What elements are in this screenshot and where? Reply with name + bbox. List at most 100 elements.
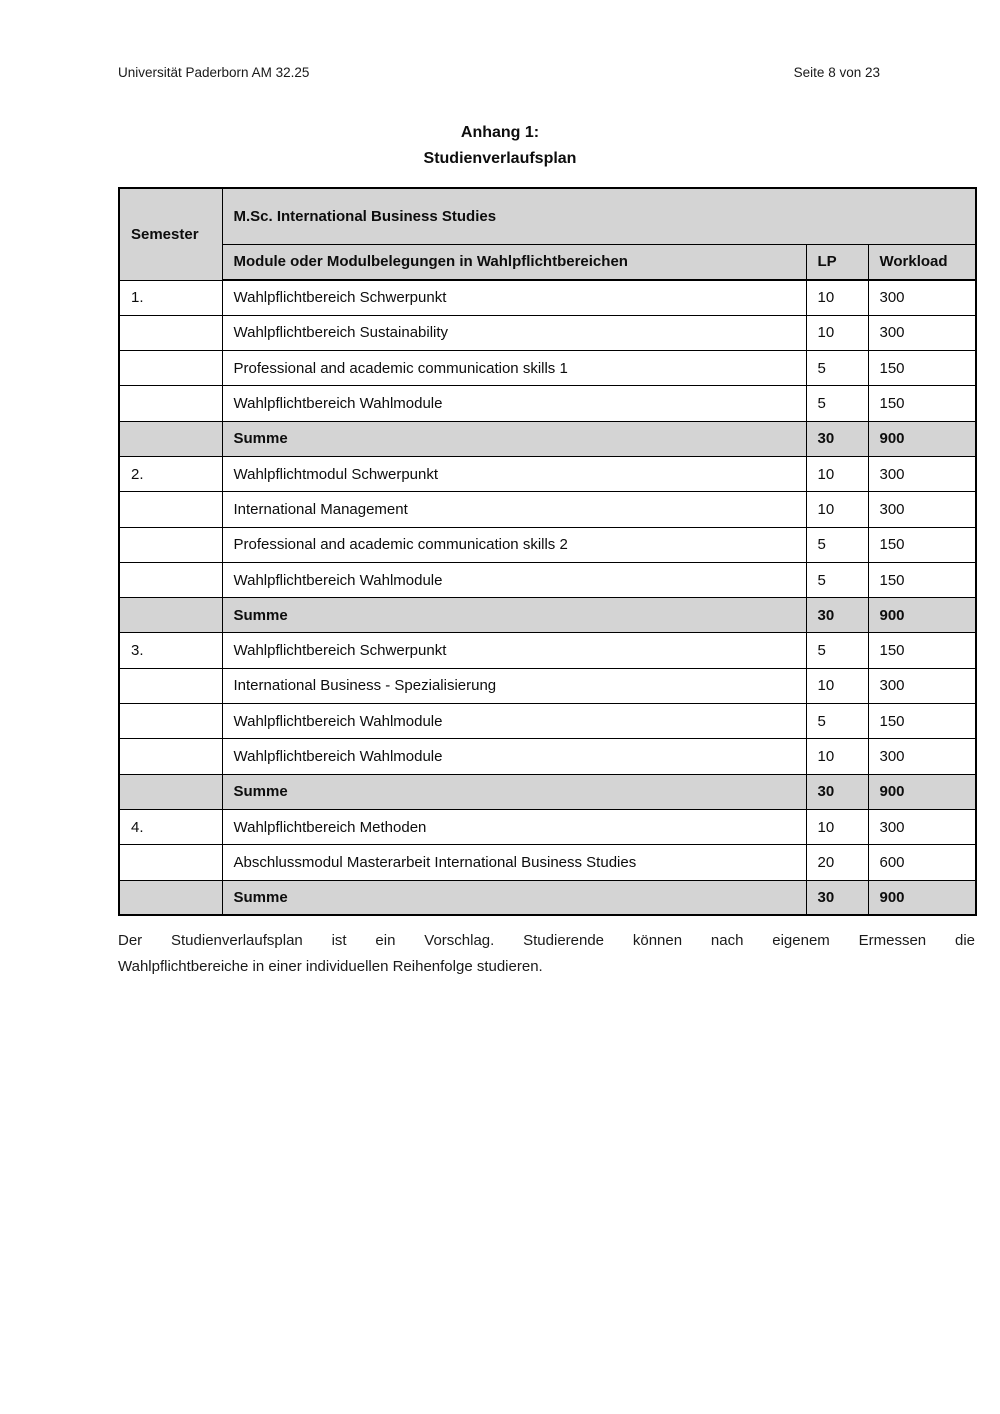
module-row: 4. Wahlpflichtbereich Methoden 10 300 <box>118 808 977 846</box>
lp-cell: 10 <box>805 314 869 352</box>
module-cell: Wahlpflichtbereich Sustainability <box>221 314 807 352</box>
footer-note-line-1: Der Studienverlaufsplan ist ein Vorschla… <box>118 932 975 949</box>
footer-note: Der Studienverlaufsplan ist ein Vorschla… <box>118 928 975 979</box>
semester-cell <box>118 385 223 422</box>
summe-row: Summe 30 900 <box>118 420 977 457</box>
module-cell: Wahlpflichtbereich Wahlmodule <box>221 703 807 740</box>
module-cell: Professional and academic communication … <box>221 526 807 563</box>
workload-cell: 300 <box>867 314 977 352</box>
module-cell: Wahlpflichtbereich Wahlmodule <box>221 561 807 599</box>
lp-cell: 30 <box>805 879 869 916</box>
summe-row: Summe 30 900 <box>118 773 977 810</box>
footer-note-line-2: Wahlpflichtbereiche in einer individuell… <box>118 957 543 975</box>
module-cell: Summe <box>221 773 807 810</box>
workload-cell: 300 <box>867 491 977 528</box>
lp-cell: 10 <box>805 738 869 775</box>
workload-cell: 300 <box>867 279 977 316</box>
module-row: Wahlpflichtbereich Sustainability 10 300 <box>118 314 977 352</box>
workload-cell: 150 <box>867 526 977 563</box>
semester-cell: 2. <box>118 455 223 493</box>
semester-cell <box>118 491 223 528</box>
workload-cell: 300 <box>867 808 977 846</box>
semester-cell <box>118 667 223 705</box>
workload-cell: 150 <box>867 561 977 599</box>
table-header: Semester M.Sc. International Business St… <box>118 187 977 281</box>
semester-cell <box>118 597 223 634</box>
module-cell: Wahlpflichtmodul Schwerpunkt <box>221 455 807 493</box>
page-header-left: Universität Paderborn AM 32.25 <box>118 65 310 80</box>
workload-cell: 300 <box>867 455 977 493</box>
workload-cell: 600 <box>867 844 977 881</box>
lp-cell: 10 <box>805 808 869 846</box>
semester-cell <box>118 738 223 775</box>
lp-cell: 5 <box>805 385 869 422</box>
page-header-right: Seite 8 von 23 <box>793 65 880 80</box>
module-cell: Wahlpflichtbereich Wahlmodule <box>221 738 807 775</box>
program-header: M.Sc. International Business Studies <box>221 187 977 245</box>
page-header: Universität Paderborn AM 32.25 Seite 8 v… <box>118 64 880 81</box>
lp-cell: 30 <box>805 597 869 634</box>
workload-cell: 900 <box>867 879 977 916</box>
semester-cell <box>118 561 223 599</box>
module-cell: Wahlpflichtbereich Schwerpunkt <box>221 279 807 316</box>
module-row: 1. Wahlpflichtbereich Schwerpunkt 10 300 <box>118 279 977 316</box>
workload-cell: 150 <box>867 385 977 422</box>
module-cell: Wahlpflichtbereich Schwerpunkt <box>221 632 807 669</box>
workload-cell: 900 <box>867 773 977 810</box>
workload-cell: 150 <box>867 632 977 669</box>
module-cell: Wahlpflichtbereich Wahlmodule <box>221 385 807 422</box>
lp-cell: 10 <box>805 667 869 705</box>
module-cell: Wahlpflichtbereich Methoden <box>221 808 807 846</box>
module-cell: Summe <box>221 879 807 916</box>
module-cell: International Management <box>221 491 807 528</box>
lp-cell: 5 <box>805 703 869 740</box>
title-line-2: Studienverlaufsplan <box>423 150 577 167</box>
lp-cell: 30 <box>805 773 869 810</box>
semester-cell <box>118 526 223 563</box>
summe-row: Summe 30 900 <box>118 597 977 634</box>
module-cell: Professional and academic communication … <box>221 350 807 387</box>
workload-cell: 900 <box>867 420 977 457</box>
title-line-1: Anhang 1: <box>460 124 540 141</box>
module-row: International Management 10 300 <box>118 491 977 528</box>
module-cell: Summe <box>221 420 807 457</box>
lp-cell: 20 <box>805 844 869 881</box>
module-column-header: Module oder Modulbelegungen in Wahlpflic… <box>221 243 807 281</box>
module-row: Professional and academic communication … <box>118 350 977 387</box>
module-row: International Business - Spezialisierung… <box>118 667 977 705</box>
module-row: Wahlpflichtbereich Wahlmodule 5 150 <box>118 385 977 422</box>
semester-cell <box>118 773 223 810</box>
module-cell: International Business - Spezialisierung <box>221 667 807 705</box>
document-title: Anhang 1: Studienverlaufsplan <box>0 120 1000 172</box>
semester-cell <box>118 350 223 387</box>
module-row: Wahlpflichtbereich Wahlmodule 5 150 <box>118 703 977 740</box>
module-row: Wahlpflichtbereich Wahlmodule 5 150 <box>118 561 977 599</box>
module-row: 3. Wahlpflichtbereich Schwerpunkt 5 150 <box>118 632 977 669</box>
semester-cell <box>118 703 223 740</box>
workload-cell: 300 <box>867 667 977 705</box>
lp-cell: 10 <box>805 491 869 528</box>
semester-cell: 4. <box>118 808 223 846</box>
semester-cell: 1. <box>118 279 223 316</box>
table-body: 1. Wahlpflichtbereich Schwerpunkt 10 300 Wah… <box>118 279 977 916</box>
lp-cell: 10 <box>805 455 869 493</box>
workload-cell: 150 <box>867 350 977 387</box>
semester-cell: 3. <box>118 632 223 669</box>
module-row: 2. Wahlpflichtmodul Schwerpunkt 10 300 <box>118 455 977 493</box>
workload-cell: 150 <box>867 703 977 740</box>
lp-column-header: LP <box>805 243 869 281</box>
lp-cell: 5 <box>805 350 869 387</box>
semester-cell <box>118 844 223 881</box>
module-cell: Summe <box>221 597 807 634</box>
semester-cell <box>118 420 223 457</box>
semester-cell <box>118 314 223 352</box>
lp-cell: 5 <box>805 561 869 599</box>
workload-cell: 900 <box>867 597 977 634</box>
module-row: Abschlussmodul Masterarbeit Internationa… <box>118 844 977 881</box>
module-cell: Abschlussmodul Masterarbeit Internationa… <box>221 844 807 881</box>
workload-column-header: Workload <box>867 243 977 281</box>
semester-cell <box>118 879 223 916</box>
module-row: Professional and academic communication … <box>118 526 977 563</box>
workload-cell: 300 <box>867 738 977 775</box>
lp-cell: 5 <box>805 632 869 669</box>
